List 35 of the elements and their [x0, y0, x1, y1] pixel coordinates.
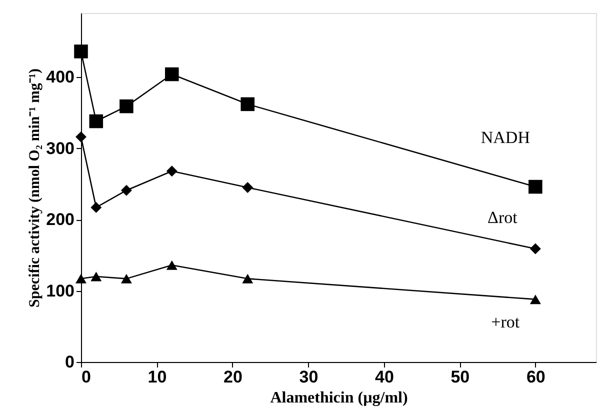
x-tick-label: 20: [224, 368, 242, 386]
y-tick-label: 200: [46, 210, 74, 230]
point: [242, 182, 254, 193]
point: [240, 97, 255, 112]
x-tick-label: 0: [82, 368, 91, 386]
point: [242, 274, 254, 284]
point: [530, 243, 541, 254]
y-axis-title: Specific activity (nmol O₂ min⁻¹ mg⁻¹): [27, 68, 44, 308]
x-tick-label: 60: [526, 368, 546, 386]
x-axis-title: Alamethicin (µg/ml): [270, 390, 408, 406]
y-tick-label: 400: [46, 68, 74, 87]
point: [530, 294, 541, 304]
series-label: NADH: [480, 128, 530, 147]
x-tick-label: 40: [374, 368, 394, 386]
series-label: +rot: [491, 312, 520, 332]
point: [164, 67, 179, 82]
point: [528, 180, 542, 194]
point: [89, 114, 104, 128]
point: [166, 260, 178, 270]
point: [120, 184, 132, 196]
x-tick-label: 50: [450, 368, 470, 386]
x-tick-label: 10: [148, 368, 167, 386]
point: [120, 99, 134, 114]
point: [76, 131, 86, 142]
point: [166, 166, 178, 177]
point: [74, 44, 88, 58]
series-label: Δrot: [488, 208, 518, 227]
x-tick-label: 30: [299, 368, 318, 386]
y-tick-label: 0: [65, 352, 74, 372]
y-tick-label: 300: [46, 138, 74, 158]
point: [90, 272, 102, 282]
y-tick-label: 100: [46, 281, 74, 300]
point: [120, 274, 132, 284]
point: [76, 274, 86, 284]
point: [90, 202, 102, 213]
